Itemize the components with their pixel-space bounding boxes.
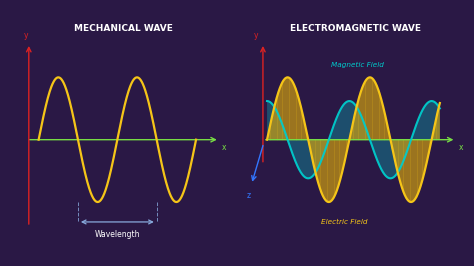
Text: y: y [254,31,258,40]
Text: Magnetic Field: Magnetic Field [331,62,383,68]
Text: y: y [24,31,28,40]
Text: MECHANICAL WAVE: MECHANICAL WAVE [74,24,173,34]
Text: x: x [458,143,463,152]
Text: ELECTROMAGNETIC WAVE: ELECTROMAGNETIC WAVE [290,24,421,34]
Text: z: z [246,191,251,200]
Text: Wavelength: Wavelength [95,230,140,239]
Text: Electric Field: Electric Field [320,219,367,226]
Text: x: x [222,143,226,152]
